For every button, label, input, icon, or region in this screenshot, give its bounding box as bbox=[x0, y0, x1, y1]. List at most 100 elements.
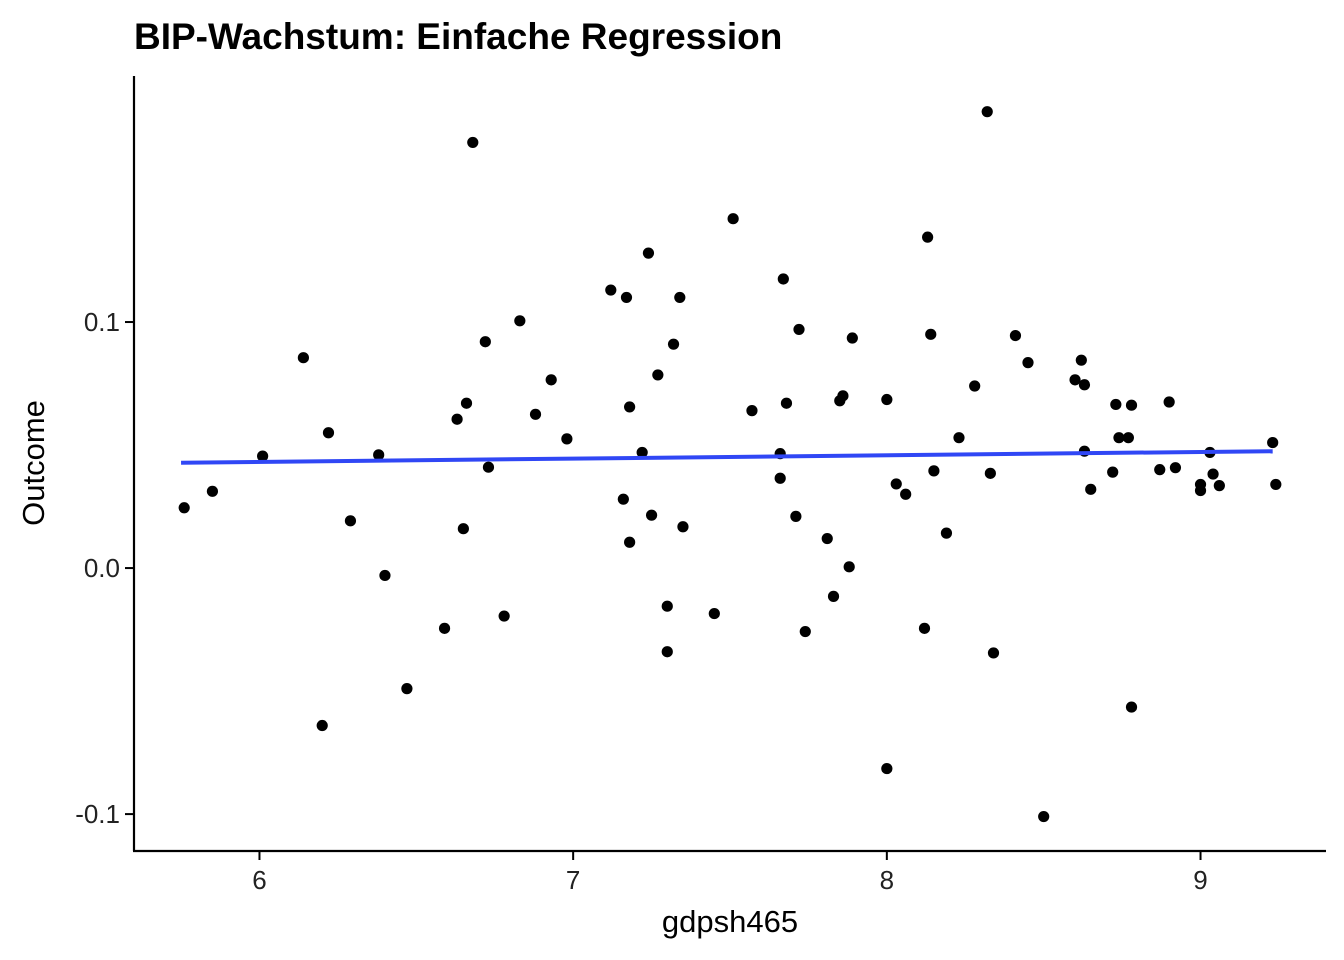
data-point bbox=[1069, 374, 1081, 386]
data-point bbox=[1122, 432, 1134, 444]
data-point bbox=[777, 273, 789, 285]
data-point bbox=[438, 622, 451, 634]
data-point bbox=[881, 762, 893, 775]
data-point bbox=[624, 401, 636, 413]
data-point bbox=[746, 405, 758, 417]
data-point bbox=[401, 683, 413, 695]
data-point bbox=[981, 106, 993, 118]
data-point bbox=[1154, 464, 1166, 476]
data-point bbox=[918, 622, 931, 634]
y-axis-ticks: -0.1 0.0 0.1 bbox=[75, 307, 134, 829]
data-point bbox=[1270, 478, 1282, 491]
data-point bbox=[799, 625, 811, 638]
chart-title: BIP-Wachstum: Einfache Regression bbox=[134, 16, 782, 57]
data-point bbox=[624, 536, 636, 548]
data-point bbox=[529, 408, 542, 420]
data-point bbox=[652, 369, 664, 381]
data-point bbox=[1194, 478, 1207, 491]
data-point bbox=[661, 600, 673, 612]
data-point bbox=[467, 136, 479, 149]
data-point bbox=[922, 231, 934, 243]
data-point bbox=[928, 465, 940, 477]
data-point bbox=[1022, 357, 1034, 369]
data-point bbox=[636, 446, 648, 459]
x-axis-ticks: 6 7 8 9 bbox=[252, 851, 1208, 895]
data-point bbox=[645, 509, 658, 521]
data-point bbox=[987, 647, 1000, 659]
data-point bbox=[780, 397, 793, 409]
data-point bbox=[514, 315, 526, 327]
data-point bbox=[1163, 396, 1175, 408]
y-axis-title: Outcome bbox=[16, 400, 51, 526]
data-point bbox=[257, 450, 269, 462]
data-point bbox=[661, 646, 673, 658]
data-point bbox=[969, 380, 981, 392]
y-tick-label: 0.0 bbox=[84, 553, 120, 583]
x-tick-label: 9 bbox=[1193, 865, 1207, 895]
x-tick-label: 6 bbox=[252, 865, 266, 895]
data-point bbox=[667, 338, 680, 350]
data-point bbox=[605, 284, 617, 296]
y-tick-label: 0.1 bbox=[84, 307, 120, 337]
data-point bbox=[297, 352, 309, 364]
data-point bbox=[793, 323, 805, 336]
data-point bbox=[1213, 480, 1225, 492]
data-point bbox=[451, 413, 463, 425]
data-point bbox=[827, 590, 840, 602]
data-point bbox=[482, 461, 495, 473]
regression-line bbox=[181, 449, 1273, 465]
data-point bbox=[1267, 436, 1279, 449]
data-point bbox=[1169, 462, 1182, 474]
y-tick-label: -0.1 bbox=[75, 799, 120, 829]
x-tick-label: 8 bbox=[880, 865, 894, 895]
data-point bbox=[498, 610, 510, 622]
data-point bbox=[344, 515, 357, 527]
data-point bbox=[620, 291, 633, 304]
data-point bbox=[479, 336, 491, 348]
data-point bbox=[460, 397, 473, 409]
data-point bbox=[890, 478, 902, 490]
data-point bbox=[727, 213, 739, 225]
data-point bbox=[1085, 483, 1097, 495]
data-point bbox=[925, 328, 937, 340]
data-point bbox=[373, 449, 385, 461]
data-point bbox=[1078, 379, 1091, 391]
data-point bbox=[846, 332, 858, 344]
data-point bbox=[843, 561, 855, 573]
data-point bbox=[379, 569, 391, 582]
data-points bbox=[178, 106, 1282, 823]
data-point bbox=[1038, 810, 1050, 823]
data-point bbox=[1107, 466, 1119, 478]
data-point bbox=[1207, 468, 1219, 480]
data-point bbox=[984, 467, 996, 479]
data-point bbox=[708, 607, 720, 620]
data-point bbox=[1125, 701, 1138, 713]
data-point bbox=[545, 374, 557, 386]
data-point bbox=[900, 488, 912, 500]
data-point bbox=[617, 493, 629, 505]
data-point bbox=[316, 719, 328, 732]
data-point bbox=[940, 527, 953, 539]
data-point bbox=[1125, 399, 1138, 411]
data-point bbox=[1075, 354, 1087, 366]
data-point bbox=[1110, 398, 1122, 411]
x-axis-title: gdpsh465 bbox=[662, 904, 798, 939]
data-point bbox=[206, 485, 219, 497]
data-point bbox=[322, 427, 335, 439]
data-point bbox=[1113, 432, 1125, 444]
data-point bbox=[677, 521, 689, 533]
x-tick-label: 7 bbox=[566, 865, 580, 895]
data-point bbox=[561, 433, 573, 445]
data-point bbox=[457, 523, 469, 535]
data-point bbox=[1009, 329, 1022, 342]
data-point bbox=[674, 291, 686, 304]
regression-line-group bbox=[181, 449, 1273, 465]
data-point bbox=[953, 432, 965, 444]
data-point bbox=[178, 502, 190, 514]
data-point bbox=[642, 247, 655, 259]
data-point bbox=[881, 393, 893, 406]
data-point bbox=[837, 390, 849, 402]
data-point bbox=[821, 532, 833, 545]
data-point bbox=[790, 510, 802, 522]
